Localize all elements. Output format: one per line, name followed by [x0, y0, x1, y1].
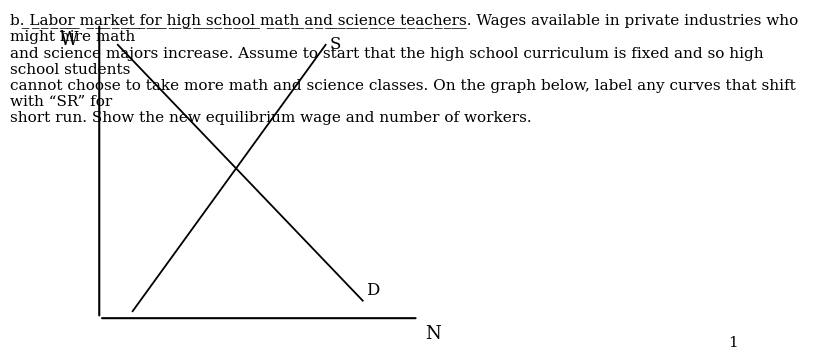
Text: D: D: [367, 282, 380, 299]
Text: 1: 1: [728, 336, 738, 350]
Text: W: W: [60, 31, 79, 49]
Text: N: N: [425, 325, 441, 343]
Text: S: S: [329, 36, 341, 53]
Text: b. ̲L̲a̲b̲o̲r̲ ̲m̲a̲r̲k̲e̲t̲ ̲f̲o̲r̲ ̲h̲i̲g̲h̲ ̲s̲c̲h̲o̲o̲l̲ ̲m̲a̲t̲h̲ ̲a̲n̲d̲ ̲: b. ̲L̲a̲b̲o̲r̲ ̲m̲a̲r̲k̲e̲t̲ ̲f̲o̲r̲ ̲h̲…: [11, 13, 799, 125]
